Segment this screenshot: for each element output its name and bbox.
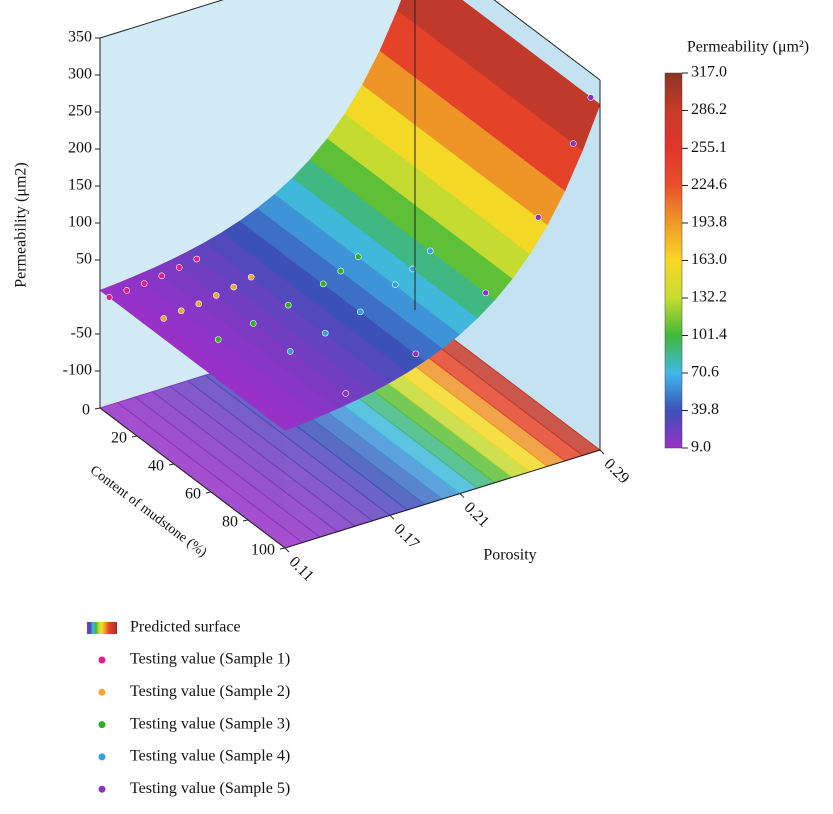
legend-label: Predicted surface bbox=[130, 619, 241, 636]
z-tick-label: -100 bbox=[63, 362, 92, 379]
z-tick-label: 200 bbox=[68, 140, 92, 157]
z-tick-label: 250 bbox=[68, 103, 92, 120]
x-tick bbox=[599, 449, 605, 455]
data-point bbox=[123, 287, 131, 294]
data-point bbox=[319, 280, 327, 288]
data-point bbox=[158, 272, 166, 280]
data-point bbox=[177, 307, 185, 315]
z-tick-label: 350 bbox=[68, 29, 92, 46]
scene: -100 -50 50 100 150 200 250 300 350 0 20 40 60 80 100 0… bbox=[63, 0, 727, 585]
y-tick-label: 20 bbox=[111, 430, 127, 447]
y-tick bbox=[131, 435, 138, 438]
x-tick-label: 0.21 bbox=[461, 499, 493, 531]
y-tick-label: 60 bbox=[185, 486, 201, 503]
data-point bbox=[195, 300, 203, 308]
data-point bbox=[482, 289, 490, 297]
data-point bbox=[356, 308, 364, 316]
legend-marker bbox=[98, 753, 106, 761]
legend-marker bbox=[98, 656, 106, 664]
y-tick-label: 0 bbox=[82, 402, 90, 419]
box-edge bbox=[99, 407, 286, 549]
legend-marker bbox=[98, 688, 106, 696]
data-point bbox=[212, 292, 220, 299]
data-point bbox=[412, 350, 420, 358]
data-point bbox=[342, 390, 350, 397]
data-point bbox=[426, 247, 434, 255]
z-tick-label: 100 bbox=[68, 214, 92, 231]
data-point bbox=[286, 348, 294, 355]
colorbar-tick-label: 101.4 bbox=[691, 326, 727, 343]
legend-label: Testing value (Sample 2) bbox=[130, 683, 290, 700]
data-point bbox=[249, 320, 257, 327]
y-tick-label: 40 bbox=[148, 458, 164, 475]
colorbar-tick-label: 132.2 bbox=[691, 289, 727, 306]
legend-label: Testing value (Sample 5) bbox=[130, 780, 290, 797]
legend-swatch bbox=[87, 622, 117, 634]
data-point bbox=[587, 94, 595, 101]
y-tick bbox=[94, 407, 101, 410]
y-tick bbox=[205, 491, 212, 494]
y-tick-label: 100 bbox=[251, 542, 275, 559]
y-tick bbox=[279, 547, 286, 550]
colorbar-tick-label: 9.0 bbox=[691, 439, 711, 456]
y-tick bbox=[168, 463, 175, 466]
x-tick bbox=[389, 514, 395, 520]
data-point bbox=[140, 280, 148, 287]
x-tick-label: 0.11 bbox=[286, 553, 317, 584]
x-tick bbox=[459, 493, 465, 498]
x-tick bbox=[284, 547, 290, 553]
data-point bbox=[193, 255, 201, 263]
z-tick-label: 300 bbox=[68, 66, 92, 83]
data-point bbox=[175, 264, 183, 271]
legend-label: Testing value (Sample 1) bbox=[130, 651, 290, 668]
colorbar-tick-label: 255.1 bbox=[691, 139, 727, 156]
x-axis-label: Porosity bbox=[483, 547, 536, 564]
x-tick-label: 0.29 bbox=[601, 455, 633, 487]
legend-label: Testing value (Sample 3) bbox=[130, 715, 290, 732]
data-point bbox=[569, 140, 577, 147]
legend-marker bbox=[98, 785, 106, 793]
data-point bbox=[247, 273, 255, 281]
z-tick-label: -50 bbox=[71, 325, 92, 342]
data-point bbox=[284, 301, 292, 309]
data-point bbox=[391, 281, 399, 289]
z-tick-label: 150 bbox=[68, 177, 92, 194]
box-edge bbox=[284, 449, 601, 549]
data-point bbox=[214, 336, 222, 343]
data-point bbox=[354, 253, 362, 261]
y-axis-label: Content of mudstone (%) bbox=[87, 463, 210, 561]
colorbar-tick-label: 317.0 bbox=[691, 64, 727, 81]
colorbar-tick-label: 224.6 bbox=[691, 176, 727, 193]
colorbar-tick-label: 286.2 bbox=[691, 101, 727, 118]
data-point bbox=[534, 214, 542, 221]
data-point bbox=[321, 329, 329, 337]
legend-label: Testing value (Sample 4) bbox=[130, 748, 290, 765]
colorbar-tick-label: 193.8 bbox=[691, 214, 727, 231]
colorbar-tick-label: 39.8 bbox=[691, 401, 719, 418]
data-point bbox=[105, 294, 113, 301]
y-tick-label: 80 bbox=[222, 514, 238, 531]
y-tick bbox=[242, 519, 249, 522]
legend: Predicted surface Testing value (Sample … bbox=[87, 619, 290, 797]
colorbar bbox=[664, 72, 683, 449]
legend-marker bbox=[98, 721, 106, 729]
x-tick-label: 0.17 bbox=[391, 521, 423, 553]
box-edge bbox=[493, 0, 601, 81]
colorbar-tick-label: 163.0 bbox=[691, 251, 727, 268]
data-point bbox=[337, 267, 345, 275]
box-edge bbox=[99, 0, 224, 39]
data-point bbox=[230, 283, 238, 291]
z-tick-label: 50 bbox=[76, 251, 92, 268]
data-point bbox=[160, 315, 168, 322]
colorbar-tick-label: 70.6 bbox=[691, 364, 719, 381]
colorbar-title: Permeability (μm²) bbox=[687, 39, 809, 56]
data-point bbox=[409, 265, 417, 273]
z-axis-label: Permeability (μm2) bbox=[13, 162, 30, 287]
